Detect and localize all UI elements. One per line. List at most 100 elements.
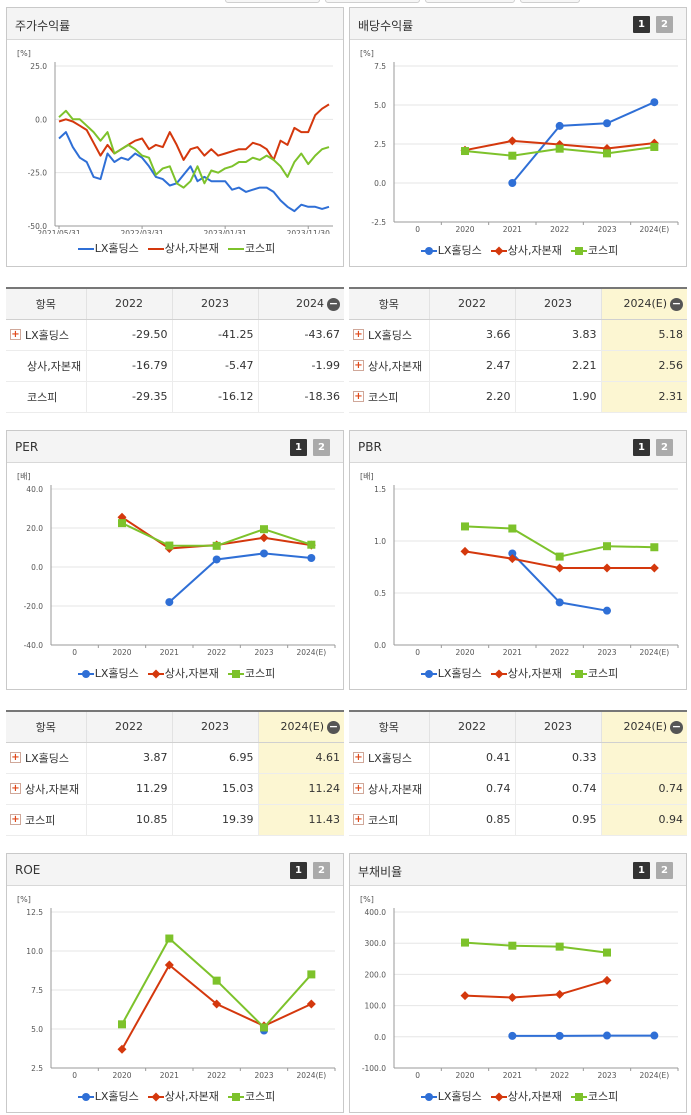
- data-point[interactable]: [212, 976, 221, 985]
- data-point[interactable]: [307, 554, 316, 563]
- data-point[interactable]: [603, 948, 611, 957]
- legend-marker[interactable]: [574, 247, 583, 255]
- legend-marker[interactable]: [424, 247, 433, 255]
- page-2-button[interactable]: 2: [656, 862, 673, 879]
- legend-marker[interactable]: [574, 1093, 583, 1101]
- expand-row-button[interactable]: +: [353, 391, 364, 402]
- data-point[interactable]: [649, 563, 659, 573]
- data-point[interactable]: [650, 543, 659, 552]
- legend-item[interactable]: LX홀딩스: [420, 665, 482, 681]
- data-point[interactable]: [212, 555, 221, 564]
- legend-item[interactable]: 코스피: [227, 1088, 275, 1104]
- data-point[interactable]: [117, 512, 127, 522]
- data-point[interactable]: [260, 549, 268, 558]
- collapse-column-button[interactable]: −: [327, 719, 340, 734]
- legend-item[interactable]: LX홀딩스: [420, 242, 482, 258]
- page-2-button[interactable]: 2: [656, 439, 673, 456]
- legend-marker[interactable]: [151, 669, 161, 679]
- series-line-0[interactable]: [168, 552, 312, 603]
- page-1-button[interactable]: 1: [290, 862, 307, 879]
- legend-item[interactable]: 상사,자본재: [147, 240, 219, 256]
- data-point[interactable]: [603, 119, 611, 128]
- legend-item[interactable]: 코스피: [570, 665, 618, 681]
- collapse-column-button[interactable]: −: [327, 296, 340, 311]
- series-line-2[interactable]: [464, 941, 608, 954]
- data-point[interactable]: [260, 1023, 268, 1032]
- data-point[interactable]: [508, 179, 517, 187]
- data-point[interactable]: [460, 991, 470, 1001]
- expand-row-button[interactable]: +: [353, 752, 364, 763]
- page-2-button[interactable]: 2: [313, 439, 330, 456]
- data-point[interactable]: [603, 606, 611, 615]
- page-2-button[interactable]: 2: [656, 16, 673, 33]
- data-point[interactable]: [555, 563, 565, 573]
- data-point[interactable]: [260, 525, 268, 534]
- data-point[interactable]: [650, 142, 659, 151]
- data-point[interactable]: [118, 519, 126, 528]
- data-point[interactable]: [508, 1031, 517, 1040]
- legend-marker[interactable]: [424, 670, 433, 678]
- data-point[interactable]: [165, 934, 174, 943]
- legend-item[interactable]: 상사,자본재: [490, 665, 562, 681]
- data-point[interactable]: [507, 554, 517, 564]
- data-point[interactable]: [461, 522, 469, 531]
- expand-row-button[interactable]: +: [353, 814, 364, 825]
- series-line-2[interactable]: [58, 109, 330, 189]
- expand-row-button[interactable]: +: [10, 814, 21, 825]
- expand-row-button[interactable]: +: [10, 752, 21, 763]
- data-point[interactable]: [650, 98, 659, 107]
- expand-row-button[interactable]: +: [353, 329, 364, 340]
- expand-row-button[interactable]: +: [353, 360, 364, 371]
- top-tab-button[interactable]: [325, 0, 420, 3]
- data-point[interactable]: [650, 1031, 659, 1040]
- legend-item[interactable]: 코스피: [227, 240, 275, 256]
- expand-row-button[interactable]: +: [10, 329, 21, 340]
- data-point[interactable]: [259, 533, 269, 543]
- top-tab-button[interactable]: [520, 0, 580, 3]
- data-point[interactable]: [165, 541, 174, 550]
- page-1-button[interactable]: 1: [290, 439, 307, 456]
- data-point[interactable]: [460, 546, 470, 556]
- data-point[interactable]: [307, 540, 316, 549]
- data-point[interactable]: [461, 938, 469, 947]
- page-1-button[interactable]: 1: [633, 16, 650, 33]
- collapse-column-button[interactable]: −: [670, 719, 683, 734]
- legend-item[interactable]: 코스피: [570, 242, 618, 258]
- data-point[interactable]: [602, 975, 612, 985]
- data-point[interactable]: [603, 542, 611, 551]
- legend-marker[interactable]: [574, 670, 583, 678]
- legend-marker[interactable]: [151, 1092, 161, 1102]
- legend-item[interactable]: LX홀딩스: [420, 1088, 482, 1104]
- data-point[interactable]: [117, 1044, 127, 1054]
- data-point[interactable]: [555, 989, 565, 999]
- legend-item[interactable]: LX홀딩스: [77, 665, 139, 681]
- expand-row-button[interactable]: +: [10, 783, 21, 794]
- data-point[interactable]: [555, 942, 564, 951]
- top-tab-button[interactable]: [225, 0, 320, 3]
- data-point[interactable]: [461, 147, 469, 156]
- legend-marker[interactable]: [494, 246, 504, 256]
- data-point[interactable]: [507, 136, 517, 146]
- legend-marker[interactable]: [81, 670, 90, 678]
- legend-item[interactable]: 상사,자본재: [147, 1088, 219, 1104]
- data-point[interactable]: [555, 144, 564, 153]
- legend-item[interactable]: 코스피: [570, 1088, 618, 1104]
- data-point[interactable]: [555, 598, 564, 607]
- data-point[interactable]: [307, 970, 316, 979]
- series-line-1[interactable]: [58, 103, 330, 161]
- collapse-column-button[interactable]: −: [670, 296, 683, 311]
- data-point[interactable]: [555, 552, 564, 561]
- data-point[interactable]: [306, 999, 316, 1009]
- data-point[interactable]: [212, 999, 222, 1009]
- data-point[interactable]: [212, 541, 221, 550]
- legend-item[interactable]: 상사,자본재: [490, 1088, 562, 1104]
- top-tab-button[interactable]: [425, 0, 515, 3]
- data-point[interactable]: [603, 1031, 611, 1040]
- expand-row-button[interactable]: +: [353, 783, 364, 794]
- legend-marker[interactable]: [494, 1092, 504, 1102]
- data-point[interactable]: [118, 1020, 126, 1029]
- data-point[interactable]: [555, 121, 564, 130]
- data-point[interactable]: [508, 941, 517, 950]
- data-point[interactable]: [508, 151, 517, 160]
- page-1-button[interactable]: 1: [633, 439, 650, 456]
